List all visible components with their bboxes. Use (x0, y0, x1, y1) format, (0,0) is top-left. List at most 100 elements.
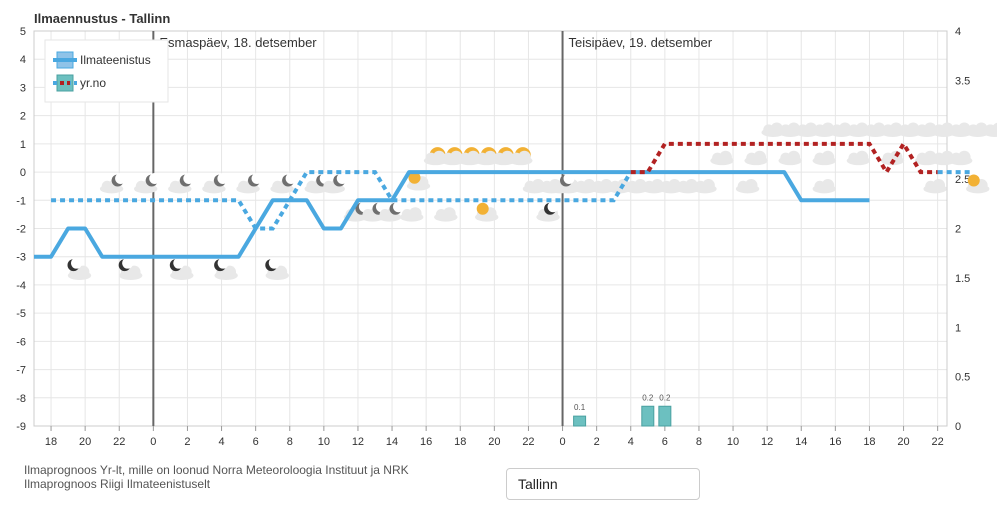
sun-cloud-icon (406, 171, 431, 191)
y-tick-label: 0 (20, 167, 26, 179)
x-tick-label: 22 (932, 436, 944, 448)
precipitation-bars: 0.1 0.2 0.2 (573, 393, 672, 427)
night-cloud-icon (168, 173, 195, 194)
x-tick-label: 18 (45, 436, 57, 448)
y2-tick-label: 3.5 (955, 75, 970, 87)
sun-cloud-icon (457, 147, 482, 166)
x-tick-label: 16 (829, 436, 841, 448)
cloud-icon-part (223, 265, 237, 279)
cloud-icon (399, 207, 424, 222)
x-tick-label: 14 (386, 436, 398, 448)
cloud-icon (693, 178, 717, 194)
cloud-icon-part (443, 207, 456, 220)
temperature-lines (34, 139, 972, 259)
x-tick-label: 4 (628, 436, 634, 448)
cloud-icon-part (753, 150, 766, 164)
night-cloud-icon (99, 173, 127, 194)
y2-tick-label: 4 (955, 26, 961, 38)
night-cloud-icon (214, 257, 238, 281)
moon-icon-part (115, 173, 127, 185)
weather-icons (67, 122, 997, 281)
y-tick-label: 5 (20, 26, 26, 38)
cloud-icon-part (958, 150, 971, 164)
moon-icon-part (285, 173, 297, 185)
cloud-icon-part (274, 265, 288, 279)
x-tick-label: 0 (559, 436, 565, 448)
line-yrno-day2 (528, 171, 633, 203)
y-tick-label: -8 (16, 393, 26, 405)
credit-yrno: Ilmaprognoos Yr-lt, mille on loonud Norr… (24, 463, 409, 477)
moon-icon-part (547, 201, 559, 213)
moon-icon-part (393, 201, 405, 213)
y-tick-label: -3 (16, 252, 26, 264)
cloud-icon-part (719, 150, 732, 164)
cloud-icon (983, 122, 997, 137)
x-tick-label: 16 (420, 436, 432, 448)
y2-tick-label: 2.5 (955, 174, 970, 186)
cloud-icon-part (821, 178, 835, 192)
x-tick-label: 12 (761, 436, 773, 448)
line-yrno (51, 170, 529, 231)
cloud-icon-part (787, 150, 801, 164)
x-tick-label: 2 (184, 436, 190, 448)
y-tick-label: -4 (16, 280, 26, 292)
moon-icon-part (217, 173, 229, 185)
cloud-icon-part (408, 207, 422, 220)
x-tick-label: 20 (488, 436, 500, 448)
cloud-icon (710, 150, 734, 166)
cloud-icon-part (179, 265, 192, 279)
x-tick-label: 18 (863, 436, 875, 448)
cloud-icon-part (127, 265, 141, 279)
x-tick-label: 6 (662, 436, 668, 448)
line-yrno-red (630, 139, 938, 176)
x-tick-label: 0 (150, 436, 156, 448)
cloud-icon (846, 122, 871, 137)
cloud-icon (812, 150, 836, 166)
cloud-icon-part (932, 178, 946, 192)
x-tick-label: 22 (522, 436, 534, 448)
night-cloud-icon (134, 173, 161, 194)
city-input[interactable] (506, 468, 700, 500)
precipitation-bar-label: 0.1 (574, 403, 586, 412)
night-cloud-icon (536, 201, 560, 222)
moon-icon-part (149, 173, 161, 185)
credit-ilmateenistus: Ilmaprognoos Riigi Ilmateenistuselt (24, 477, 211, 491)
night-cloud-icon (265, 257, 289, 281)
y-tick-label: 4 (20, 54, 26, 66)
x-tick-label: 12 (352, 436, 364, 448)
x-tick-label: 10 (318, 436, 330, 448)
cloud-icon (914, 122, 939, 137)
y-tick-label: -7 (16, 365, 26, 377)
moon-icon-part (71, 257, 83, 269)
y2-tick-label: 1 (955, 322, 961, 334)
night-cloud-icon (169, 257, 194, 281)
plot-border (33, 30, 948, 427)
cloud-icon-part (702, 178, 715, 192)
x-tick-label: 10 (727, 436, 739, 448)
x-tick-label: 4 (218, 436, 224, 448)
sun-icon-part (476, 202, 489, 215)
legend-box (44, 39, 169, 103)
precipitation-bar (573, 415, 587, 427)
cloud-icon (812, 122, 836, 137)
line-ilmateenistus-day2 (528, 170, 870, 203)
legend-item-ilmateenistus[interactable]: Ilmateenistus (53, 51, 151, 69)
x-tick-label: 22 (113, 436, 125, 448)
y-tick-label: -6 (16, 336, 26, 348)
cloud-icon (863, 122, 888, 137)
moon-icon-part (217, 257, 229, 269)
night-cloud-icon (236, 173, 263, 194)
line-ilmateenistus (34, 170, 529, 259)
legend-label-yrno: yr.no (80, 76, 106, 90)
footer-credits: Ilmaprognoos Yr-lt, mille on loonud Norr… (24, 463, 409, 491)
legend-item-yrno[interactable]: yr.no (53, 74, 106, 92)
sun-cloud-icon (966, 174, 990, 194)
cloud-icon-part (76, 265, 90, 279)
cloud-icon (846, 150, 871, 166)
y-tick-label: 3 (20, 82, 26, 94)
precipitation-bar-label: 0.2 (642, 393, 654, 402)
day-label: Esmaspäev, 18. detsember (159, 35, 317, 50)
cloud-icon (829, 122, 854, 137)
cloud-icon (923, 178, 947, 194)
x-tick-label: 14 (795, 436, 807, 448)
